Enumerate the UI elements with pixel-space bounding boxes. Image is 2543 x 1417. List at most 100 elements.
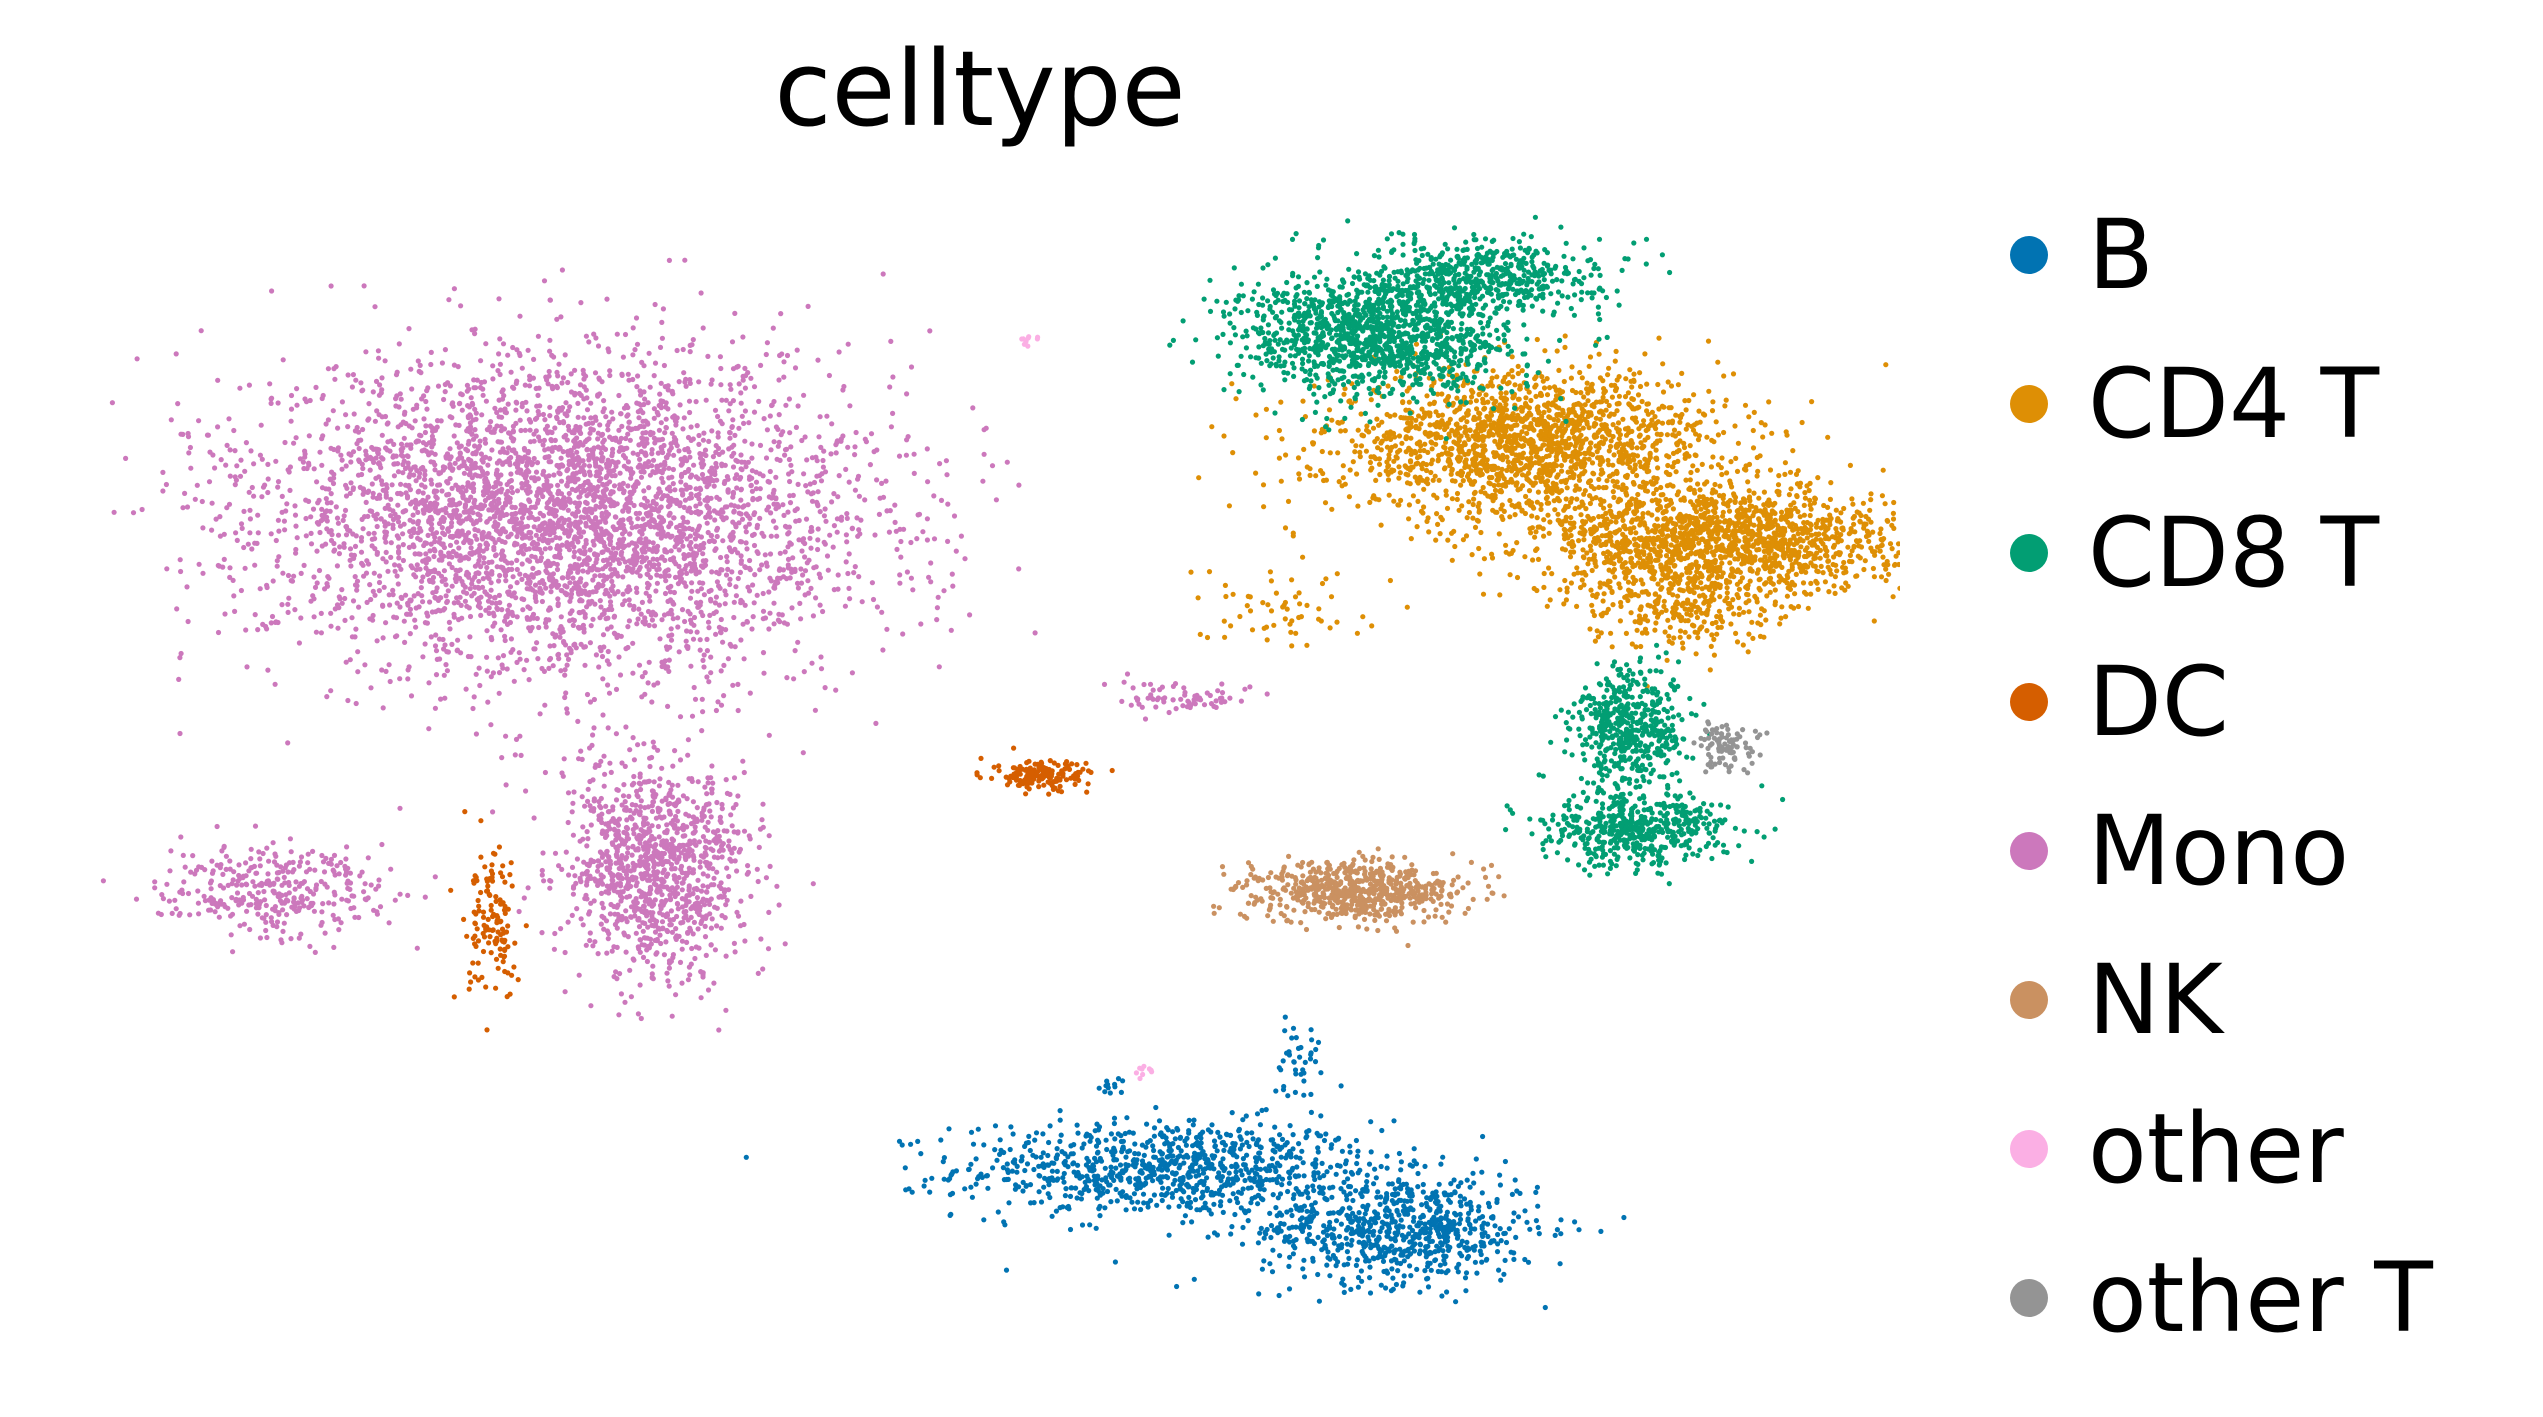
- point: [1584, 380, 1590, 386]
- point: [1433, 441, 1439, 447]
- point: [1275, 1230, 1281, 1236]
- point: [1470, 461, 1476, 467]
- point: [1579, 577, 1585, 583]
- point: [1471, 1245, 1477, 1251]
- point: [1649, 409, 1655, 415]
- point: [1579, 375, 1585, 381]
- point: [1371, 1228, 1377, 1234]
- point: [1544, 472, 1551, 478]
- point: [1062, 1158, 1068, 1164]
- point: [1310, 1213, 1317, 1219]
- point: [1461, 1196, 1468, 1202]
- point: [1205, 1165, 1211, 1171]
- point: [1299, 1222, 1305, 1228]
- point: [981, 1217, 987, 1223]
- point: [1311, 1240, 1317, 1247]
- point: [1347, 1214, 1353, 1221]
- point: [1835, 539, 1841, 545]
- point: [1666, 405, 1672, 411]
- point: [1840, 564, 1846, 570]
- point: [1303, 1188, 1309, 1194]
- point: [1765, 502, 1771, 508]
- point: [902, 1165, 908, 1171]
- point: [1191, 1168, 1197, 1174]
- point: [1368, 1119, 1374, 1125]
- point: [1443, 1224, 1449, 1230]
- point: [1624, 474, 1630, 480]
- point: [1250, 1136, 1256, 1142]
- point: [1582, 402, 1588, 408]
- point: [1677, 530, 1683, 536]
- point: [1472, 450, 1478, 456]
- point: [1330, 1184, 1336, 1190]
- point: [1333, 1137, 1339, 1143]
- point: [1568, 520, 1575, 526]
- point: [1079, 1174, 1085, 1180]
- point: [1220, 1209, 1226, 1215]
- point: [1646, 468, 1652, 474]
- point: [1439, 412, 1445, 418]
- point: [1798, 544, 1804, 550]
- point: [1522, 554, 1528, 560]
- point: [1596, 351, 1602, 357]
- point: [1075, 1130, 1081, 1136]
- point: [1248, 1200, 1254, 1206]
- point: [1100, 1186, 1106, 1192]
- point: [1279, 1182, 1285, 1188]
- point: [1418, 508, 1425, 514]
- point: [1642, 351, 1648, 357]
- point: [1428, 1267, 1434, 1273]
- point: [1670, 506, 1676, 512]
- point: [1159, 1197, 1165, 1204]
- point: [1445, 420, 1451, 426]
- point: [1462, 451, 1468, 458]
- point: [1452, 409, 1458, 415]
- point: [1291, 1238, 1297, 1244]
- point: [1785, 519, 1791, 525]
- point: [1610, 422, 1616, 428]
- point: [1435, 458, 1441, 464]
- point: [1367, 1229, 1373, 1235]
- point: [1057, 1108, 1063, 1114]
- point: [1286, 1239, 1293, 1245]
- point: [1568, 514, 1574, 521]
- point: [1483, 392, 1489, 398]
- point: [899, 1142, 905, 1148]
- point: [1807, 497, 1813, 503]
- point: [1091, 1167, 1097, 1173]
- point: [1476, 509, 1482, 515]
- point: [1467, 427, 1473, 433]
- point: [1401, 1280, 1407, 1286]
- point: [1791, 582, 1798, 588]
- point: [1397, 1260, 1404, 1267]
- point: [1800, 538, 1806, 544]
- point: [966, 1166, 972, 1173]
- point: [1653, 557, 1660, 563]
- point: [1664, 503, 1670, 509]
- point: [1406, 1231, 1412, 1237]
- point: [1781, 555, 1787, 561]
- point: [1683, 477, 1689, 483]
- point: [1681, 444, 1688, 451]
- point: [990, 1165, 996, 1171]
- point: [1485, 1200, 1492, 1206]
- point: [1254, 1111, 1261, 1117]
- point: [1792, 526, 1798, 532]
- point: [1329, 417, 1335, 423]
- point: [1496, 531, 1502, 537]
- point: [1353, 1262, 1359, 1268]
- point: [1108, 1149, 1115, 1155]
- point: [1655, 534, 1661, 540]
- point: [1767, 555, 1773, 561]
- point: [1761, 543, 1767, 549]
- point: [1058, 1132, 1064, 1138]
- point: [1467, 1230, 1473, 1236]
- point: [1385, 383, 1391, 389]
- point: [1652, 569, 1658, 575]
- point: [1504, 467, 1510, 473]
- point: [1420, 1229, 1426, 1235]
- point: [1456, 1243, 1462, 1249]
- point: [1820, 516, 1826, 522]
- point: [1782, 471, 1788, 477]
- point: [1458, 1180, 1464, 1186]
